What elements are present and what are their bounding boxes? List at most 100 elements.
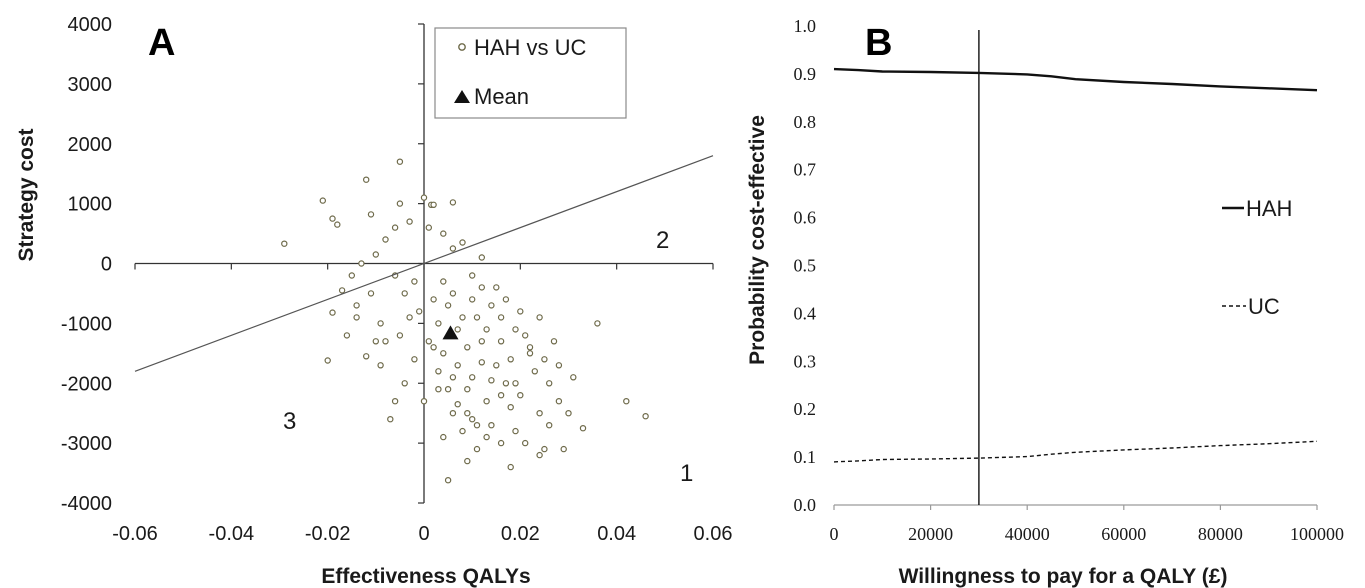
scatter-point: [469, 374, 476, 381]
x-tick-label-b: 40000: [1005, 524, 1050, 544]
scatter-point: [319, 197, 326, 204]
scatter-point: [464, 410, 471, 417]
scatter-point: [363, 353, 370, 360]
quadrant-label-3: 3: [283, 408, 296, 435]
scatter-point: [459, 314, 466, 321]
x-tick-label-a: -0.06: [112, 523, 158, 545]
scatter-point: [526, 344, 534, 351]
series-line-hah: [833, 67, 1318, 92]
x-tick-label-a: 0.02: [501, 523, 540, 545]
scatter-point: [435, 320, 442, 327]
legend-marker-mean: [454, 90, 470, 103]
y-axis-title-b: Probability cost-effective: [746, 115, 769, 365]
x-axis-title-b: Willingness to pay for a QALY (£): [899, 565, 1228, 588]
scatter-point: [449, 290, 457, 297]
scatter-point: [483, 398, 490, 405]
legend-label-uc: UC: [1248, 294, 1280, 319]
scatter-point: [459, 427, 466, 435]
x-tick-label-b: 80000: [1198, 524, 1243, 544]
scatter-point: [449, 199, 457, 206]
scatter-point: [541, 356, 548, 363]
scatter-point: [517, 392, 524, 399]
scatter-point: [579, 425, 587, 432]
scatter-point: [464, 457, 471, 465]
scatter-point: [420, 398, 428, 405]
scatter-point: [531, 368, 539, 375]
x-tick-label-b: 20000: [908, 524, 953, 544]
scatter-point: [570, 374, 577, 381]
legend-label-mean: Mean: [474, 84, 529, 109]
x-tick-label-a: 0.04: [597, 523, 636, 545]
scatter-point: [440, 350, 447, 357]
scatter-point: [444, 302, 452, 309]
scatter-point: [382, 236, 389, 243]
legend-label-scatter: HAH vs UC: [474, 35, 587, 60]
scatter-point: [497, 338, 505, 345]
scatter-point: [488, 302, 495, 309]
scatter-point: [473, 422, 481, 429]
y-tick-label-a: -4000: [61, 493, 112, 515]
legend-label-hah: HAH: [1246, 196, 1292, 221]
scatter-point: [425, 338, 432, 345]
quadrant-label-2: 2: [656, 227, 669, 254]
scatter-point: [406, 314, 413, 321]
scatter-point: [512, 326, 519, 333]
panel-b-letter: B: [865, 22, 892, 64]
scatter-point: [464, 386, 471, 393]
scatter-point: [449, 374, 457, 381]
scatter-point: [459, 239, 466, 246]
scatter-point: [594, 320, 601, 327]
scatter-point: [338, 287, 346, 294]
scatter-point: [430, 344, 437, 351]
scatter-point: [401, 290, 408, 297]
scatter-point: [507, 404, 514, 411]
scatter-point: [454, 401, 461, 408]
y-tick-label-b: 0.7: [794, 160, 817, 180]
scatter-point: [449, 245, 457, 252]
scatter-point: [512, 427, 519, 435]
y-tick-label-a: 2000: [68, 134, 113, 156]
scatter-point: [454, 326, 461, 333]
scatter-point: [497, 439, 505, 447]
scatter-point: [469, 272, 476, 279]
scatter-point: [358, 260, 365, 267]
scatter-point: [440, 278, 447, 285]
scatter-point: [454, 362, 461, 369]
quadrant-label-1: 1: [680, 460, 693, 487]
scatter-point: [377, 320, 384, 327]
scatter-point: [353, 314, 360, 321]
scatter-point: [377, 362, 384, 369]
scatter-point: [502, 296, 510, 303]
scatter-point: [440, 230, 447, 237]
y-tick-label-b: 1.0: [794, 16, 817, 36]
panel-b: B 0 20000 40000 60000 80000 100000 1.0 0.9 0.8 0…: [746, 16, 1344, 588]
x-tick-label-b: 100000: [1290, 524, 1344, 544]
scatter-point: [367, 290, 375, 297]
scatter-point: [560, 445, 567, 453]
y-tick-label-b: 0.4: [794, 303, 817, 323]
scatter-point: [372, 338, 379, 345]
y-tick-label-b: 0.2: [794, 399, 817, 419]
y-tick-label-a: -1000: [61, 313, 112, 335]
scatter-point: [391, 398, 399, 405]
scatter-point: [329, 215, 336, 222]
scatter-point: [623, 398, 630, 405]
y-tick-label-a: 0: [101, 254, 112, 276]
scatter-point: [478, 254, 485, 261]
scatter-point: [430, 296, 437, 303]
legend-marker-scatter: [458, 43, 466, 51]
scatter-point: [416, 308, 423, 315]
x-tick-label-b: 0: [830, 524, 839, 544]
y-tick-label-b: 0.0: [794, 495, 817, 515]
scatter-point: [483, 326, 490, 333]
threshold-line: [134, 155, 714, 372]
series-line-uc: [833, 440, 1318, 463]
scatter-point: [478, 284, 485, 291]
scatter-point: [517, 308, 524, 315]
scatter-point: [536, 314, 543, 321]
scatter-point: [343, 332, 351, 339]
scatter-point: [435, 368, 442, 375]
y-tick-label-a: 1000: [68, 194, 113, 216]
y-axis-title-a: Strategy cost: [15, 128, 38, 261]
